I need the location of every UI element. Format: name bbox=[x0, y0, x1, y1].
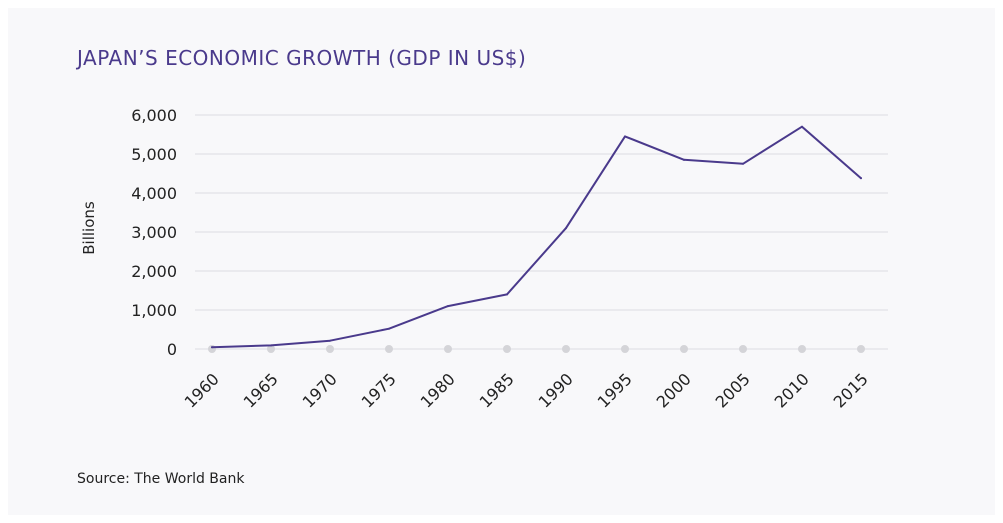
x-tick-label: 2015 bbox=[830, 369, 872, 411]
source-note: Source: The World Bank bbox=[77, 471, 245, 487]
data-point bbox=[565, 227, 567, 230]
data-point bbox=[683, 158, 685, 161]
chart-title: JAPAN’S ECONOMIC GROWTH (GDP IN US$) bbox=[77, 46, 527, 70]
data-point bbox=[624, 135, 626, 138]
y-tick-label: 6,000 bbox=[131, 106, 177, 125]
data-point bbox=[447, 305, 449, 308]
x-marker bbox=[267, 345, 275, 353]
gridlines bbox=[195, 114, 888, 350]
series-group bbox=[211, 125, 862, 349]
x-marker bbox=[444, 345, 452, 353]
data-point bbox=[801, 125, 803, 128]
x-axis-ticks: 1960 1965 1970 1975 1980 1985 1990 1995 2000 2005… bbox=[181, 369, 872, 411]
x-marker bbox=[680, 345, 688, 353]
y-tick-label: 3,000 bbox=[131, 223, 177, 242]
x-tick-label: 1965 bbox=[240, 369, 282, 411]
y-tick-label: 5,000 bbox=[131, 145, 177, 164]
x-tick-label: 1960 bbox=[181, 369, 223, 411]
x-marker bbox=[562, 345, 570, 353]
x-tick-label: 2005 bbox=[712, 369, 754, 411]
x-tick-label: 1995 bbox=[594, 369, 636, 411]
data-point bbox=[329, 339, 331, 342]
y-axis-label: Billions bbox=[80, 201, 98, 255]
series-line bbox=[211, 125, 862, 349]
x-marker bbox=[326, 345, 334, 353]
y-tick-label: 4,000 bbox=[131, 184, 177, 203]
x-marker bbox=[798, 345, 806, 353]
y-tick-label: 1,000 bbox=[131, 301, 177, 320]
chart-panel bbox=[8, 8, 995, 515]
data-point bbox=[742, 162, 744, 165]
data-point bbox=[211, 346, 213, 349]
x-marker bbox=[739, 345, 747, 353]
x-marker bbox=[503, 345, 511, 353]
x-tick-label: 2000 bbox=[653, 369, 695, 411]
x-marker bbox=[385, 345, 393, 353]
x-tick-label: 1970 bbox=[299, 369, 341, 411]
x-tick-label: 1975 bbox=[358, 369, 400, 411]
y-axis-ticks: 0 1,000 2,000 3,000 4,000 5,000 6,000 bbox=[131, 106, 177, 359]
x-tick-label: 1990 bbox=[535, 369, 577, 411]
data-point bbox=[506, 293, 508, 296]
data-point bbox=[388, 327, 390, 330]
x-marker bbox=[857, 345, 865, 353]
x-tick-label: 1980 bbox=[417, 369, 459, 411]
x-marker bbox=[621, 345, 629, 353]
x-tick-label: 1985 bbox=[476, 369, 518, 411]
y-tick-label: 0 bbox=[167, 340, 177, 359]
x-tick-label: 2010 bbox=[771, 369, 813, 411]
data-point bbox=[860, 177, 862, 180]
y-tick-label: 2,000 bbox=[131, 262, 177, 281]
data-point bbox=[270, 344, 272, 347]
